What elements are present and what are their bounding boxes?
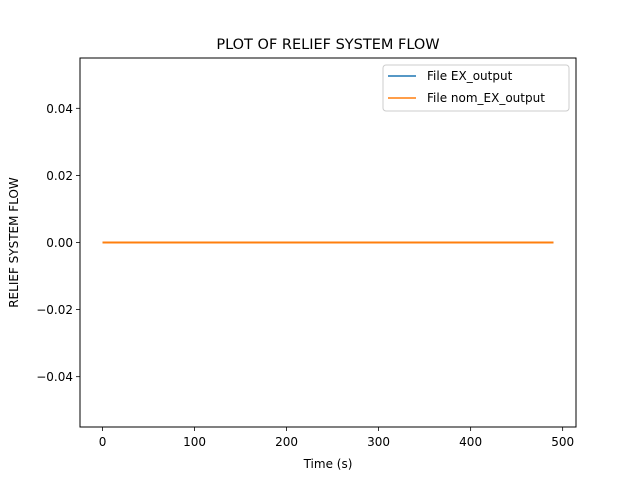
y-tick-label: 0.04 <box>46 102 73 116</box>
x-axis-label: Time (s) <box>303 457 353 471</box>
y-tick-label: −0.04 <box>36 370 73 384</box>
y-tick-label: 0.02 <box>46 169 73 183</box>
x-tick-label: 100 <box>183 435 206 449</box>
x-tick-label: 300 <box>367 435 390 449</box>
legend-label-ex-output: File EX_output <box>427 69 513 83</box>
legend: File EX_output File nom_EX_output <box>382 64 570 112</box>
x-tick-label: 200 <box>275 435 298 449</box>
legend-box <box>382 64 570 112</box>
x-axis-ticks: 0 100 200 300 400 500 <box>99 427 574 449</box>
chart-title: PLOT OF RELIEF SYSTEM FLOW <box>216 37 439 53</box>
y-tick-label: −0.02 <box>36 303 73 317</box>
y-axis-label: RELIEF SYSTEM FLOW <box>7 177 21 308</box>
y-tick-label: 0.00 <box>46 236 73 250</box>
x-tick-label: 0 <box>99 435 107 449</box>
y-axis-ticks: 0.04 0.02 0.00 −0.02 −0.04 <box>36 102 80 384</box>
x-tick-label: 500 <box>551 435 574 449</box>
x-tick-label: 400 <box>459 435 482 449</box>
legend-label-nom-ex-output: File nom_EX_output <box>427 91 545 105</box>
